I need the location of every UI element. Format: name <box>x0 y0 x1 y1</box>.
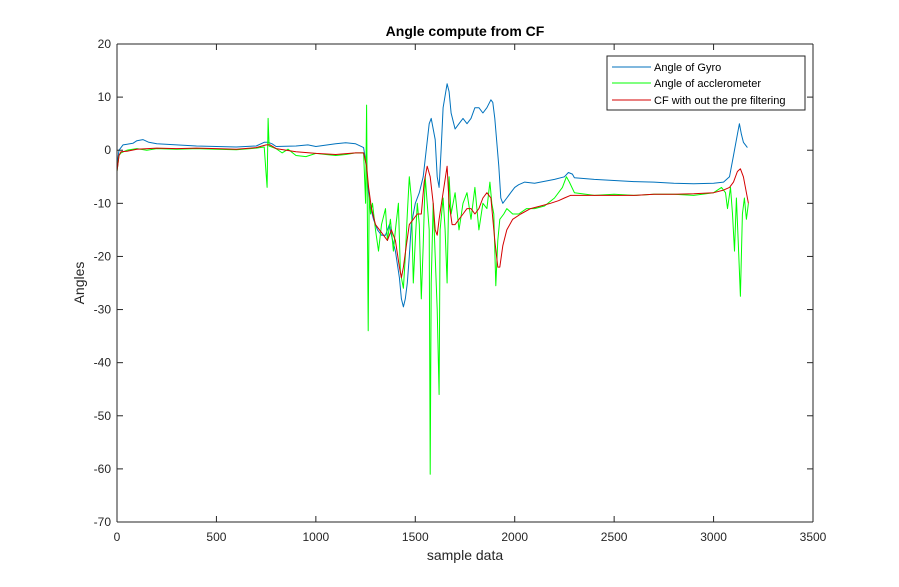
ticks-layer: 0 500 1000 1500 2000 2500 3000 3500 20 10 0 -10 -20 -… <box>94 37 827 544</box>
y-tick-label: -20 <box>94 249 112 263</box>
x-tick-label: 2500 <box>601 530 628 544</box>
chart-title: Angle compute from CF <box>386 23 545 39</box>
axes-box <box>116 43 814 523</box>
legend-label-accelerometer: Angle of acclerometer <box>654 78 761 90</box>
y-tick-label: -10 <box>94 196 112 210</box>
plot-area <box>117 44 813 522</box>
series-line-gyro <box>116 83 748 308</box>
y-tick-label: 10 <box>98 90 112 104</box>
x-tick-label: 3000 <box>700 530 727 544</box>
legend: Angle of Gyro Angle of acclerometer CF w… <box>606 55 806 111</box>
series-line-accelerometer <box>116 104 749 475</box>
y-tick-label: -50 <box>94 409 112 423</box>
y-tick-label: 20 <box>98 37 112 51</box>
legend-label-cf: CF with out the pre filtering <box>654 95 785 107</box>
y-tick-label: 0 <box>104 143 111 157</box>
x-tick-label: 3500 <box>800 530 827 544</box>
y-axis-label: Angles <box>71 262 87 305</box>
y-tick-label: -30 <box>94 303 112 317</box>
x-tick-label: 1500 <box>402 530 429 544</box>
x-tick-label: 2000 <box>501 530 528 544</box>
series-layer <box>116 83 749 475</box>
x-axis-label: sample data <box>427 547 503 563</box>
legend-label-gyro: Angle of Gyro <box>654 62 721 74</box>
y-tick-label: -70 <box>94 515 112 529</box>
y-tick-label: -40 <box>94 356 112 370</box>
x-tick-label: 500 <box>206 530 226 544</box>
x-tick-label: 0 <box>114 530 121 544</box>
x-tick-label: 1000 <box>303 530 330 544</box>
y-tick-label: -60 <box>94 462 112 476</box>
series-line-cf <box>116 144 749 279</box>
